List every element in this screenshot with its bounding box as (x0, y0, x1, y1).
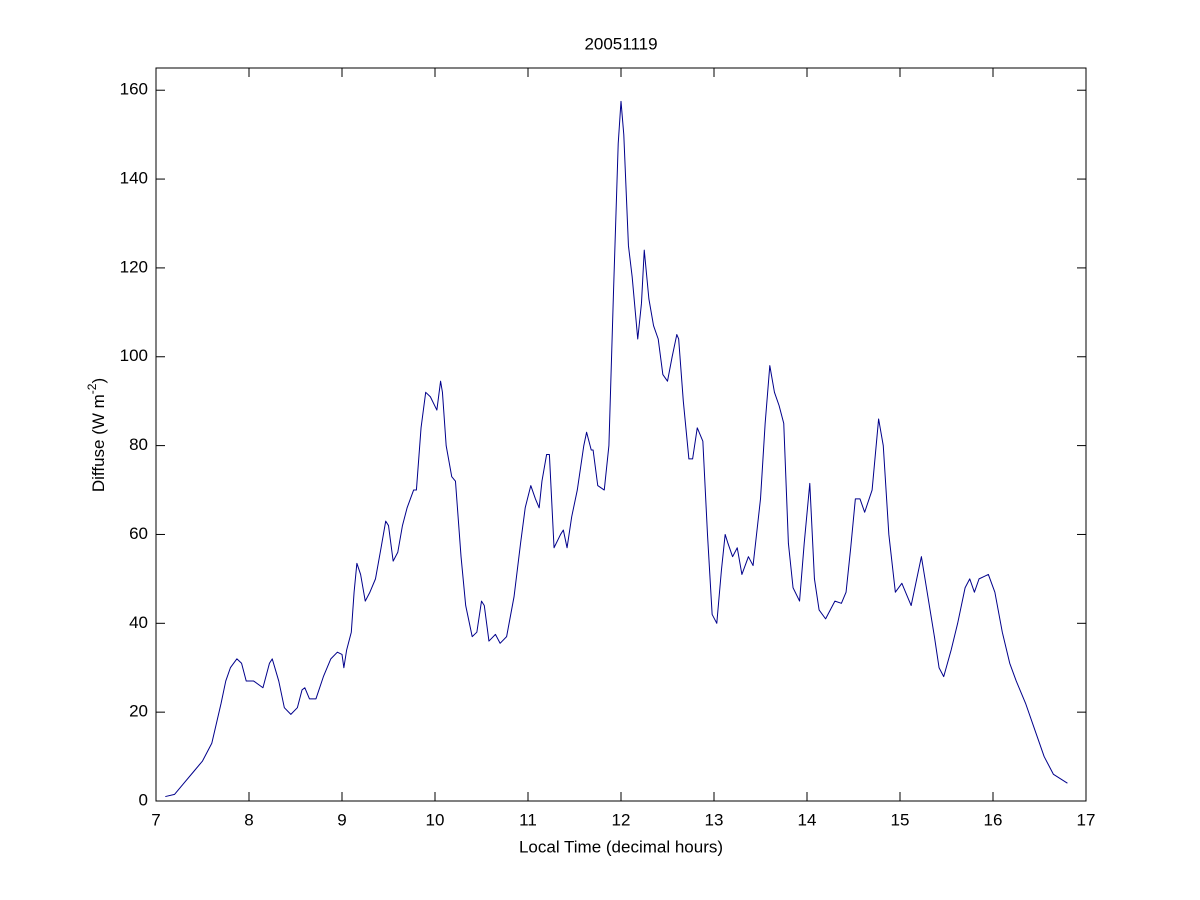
x-tick-label: 10 (426, 810, 445, 829)
x-tick-label: 15 (891, 810, 910, 829)
y-label-sup: -2 (85, 383, 99, 394)
chart-title: 20051119 (584, 34, 657, 53)
x-tick-label: 11 (519, 810, 537, 829)
x-tick-label: 8 (244, 810, 253, 829)
x-tick-label: 14 (798, 810, 817, 829)
y-label-suffix: ) (89, 378, 108, 384)
x-axis-label: Local Time (decimal hours) (519, 837, 723, 856)
y-tick-label: 40 (129, 613, 148, 632)
data-line (165, 100, 1068, 798)
x-tick-label: 17 (1077, 810, 1096, 829)
y-tick-label: 20 (129, 702, 148, 721)
y-tick-label: 0 (139, 790, 148, 809)
y-tick-label: 100 (120, 346, 148, 365)
y-axis-label: Diffuse (W m-2) (85, 378, 108, 492)
x-tick-label: 9 (337, 810, 346, 829)
x-tick-label: 12 (612, 810, 631, 829)
y-tick-label: 160 (120, 80, 148, 99)
x-tick-label: 7 (151, 810, 160, 829)
x-tick-label: 16 (984, 810, 1003, 829)
y-label-text: Diffuse (W m (89, 394, 108, 492)
y-tick-label: 80 (129, 435, 148, 454)
y-tick-label: 140 (120, 169, 148, 188)
y-tick-label: 60 (129, 524, 148, 543)
x-tick-label: 13 (705, 810, 724, 829)
y-tick-label: 120 (120, 257, 148, 276)
